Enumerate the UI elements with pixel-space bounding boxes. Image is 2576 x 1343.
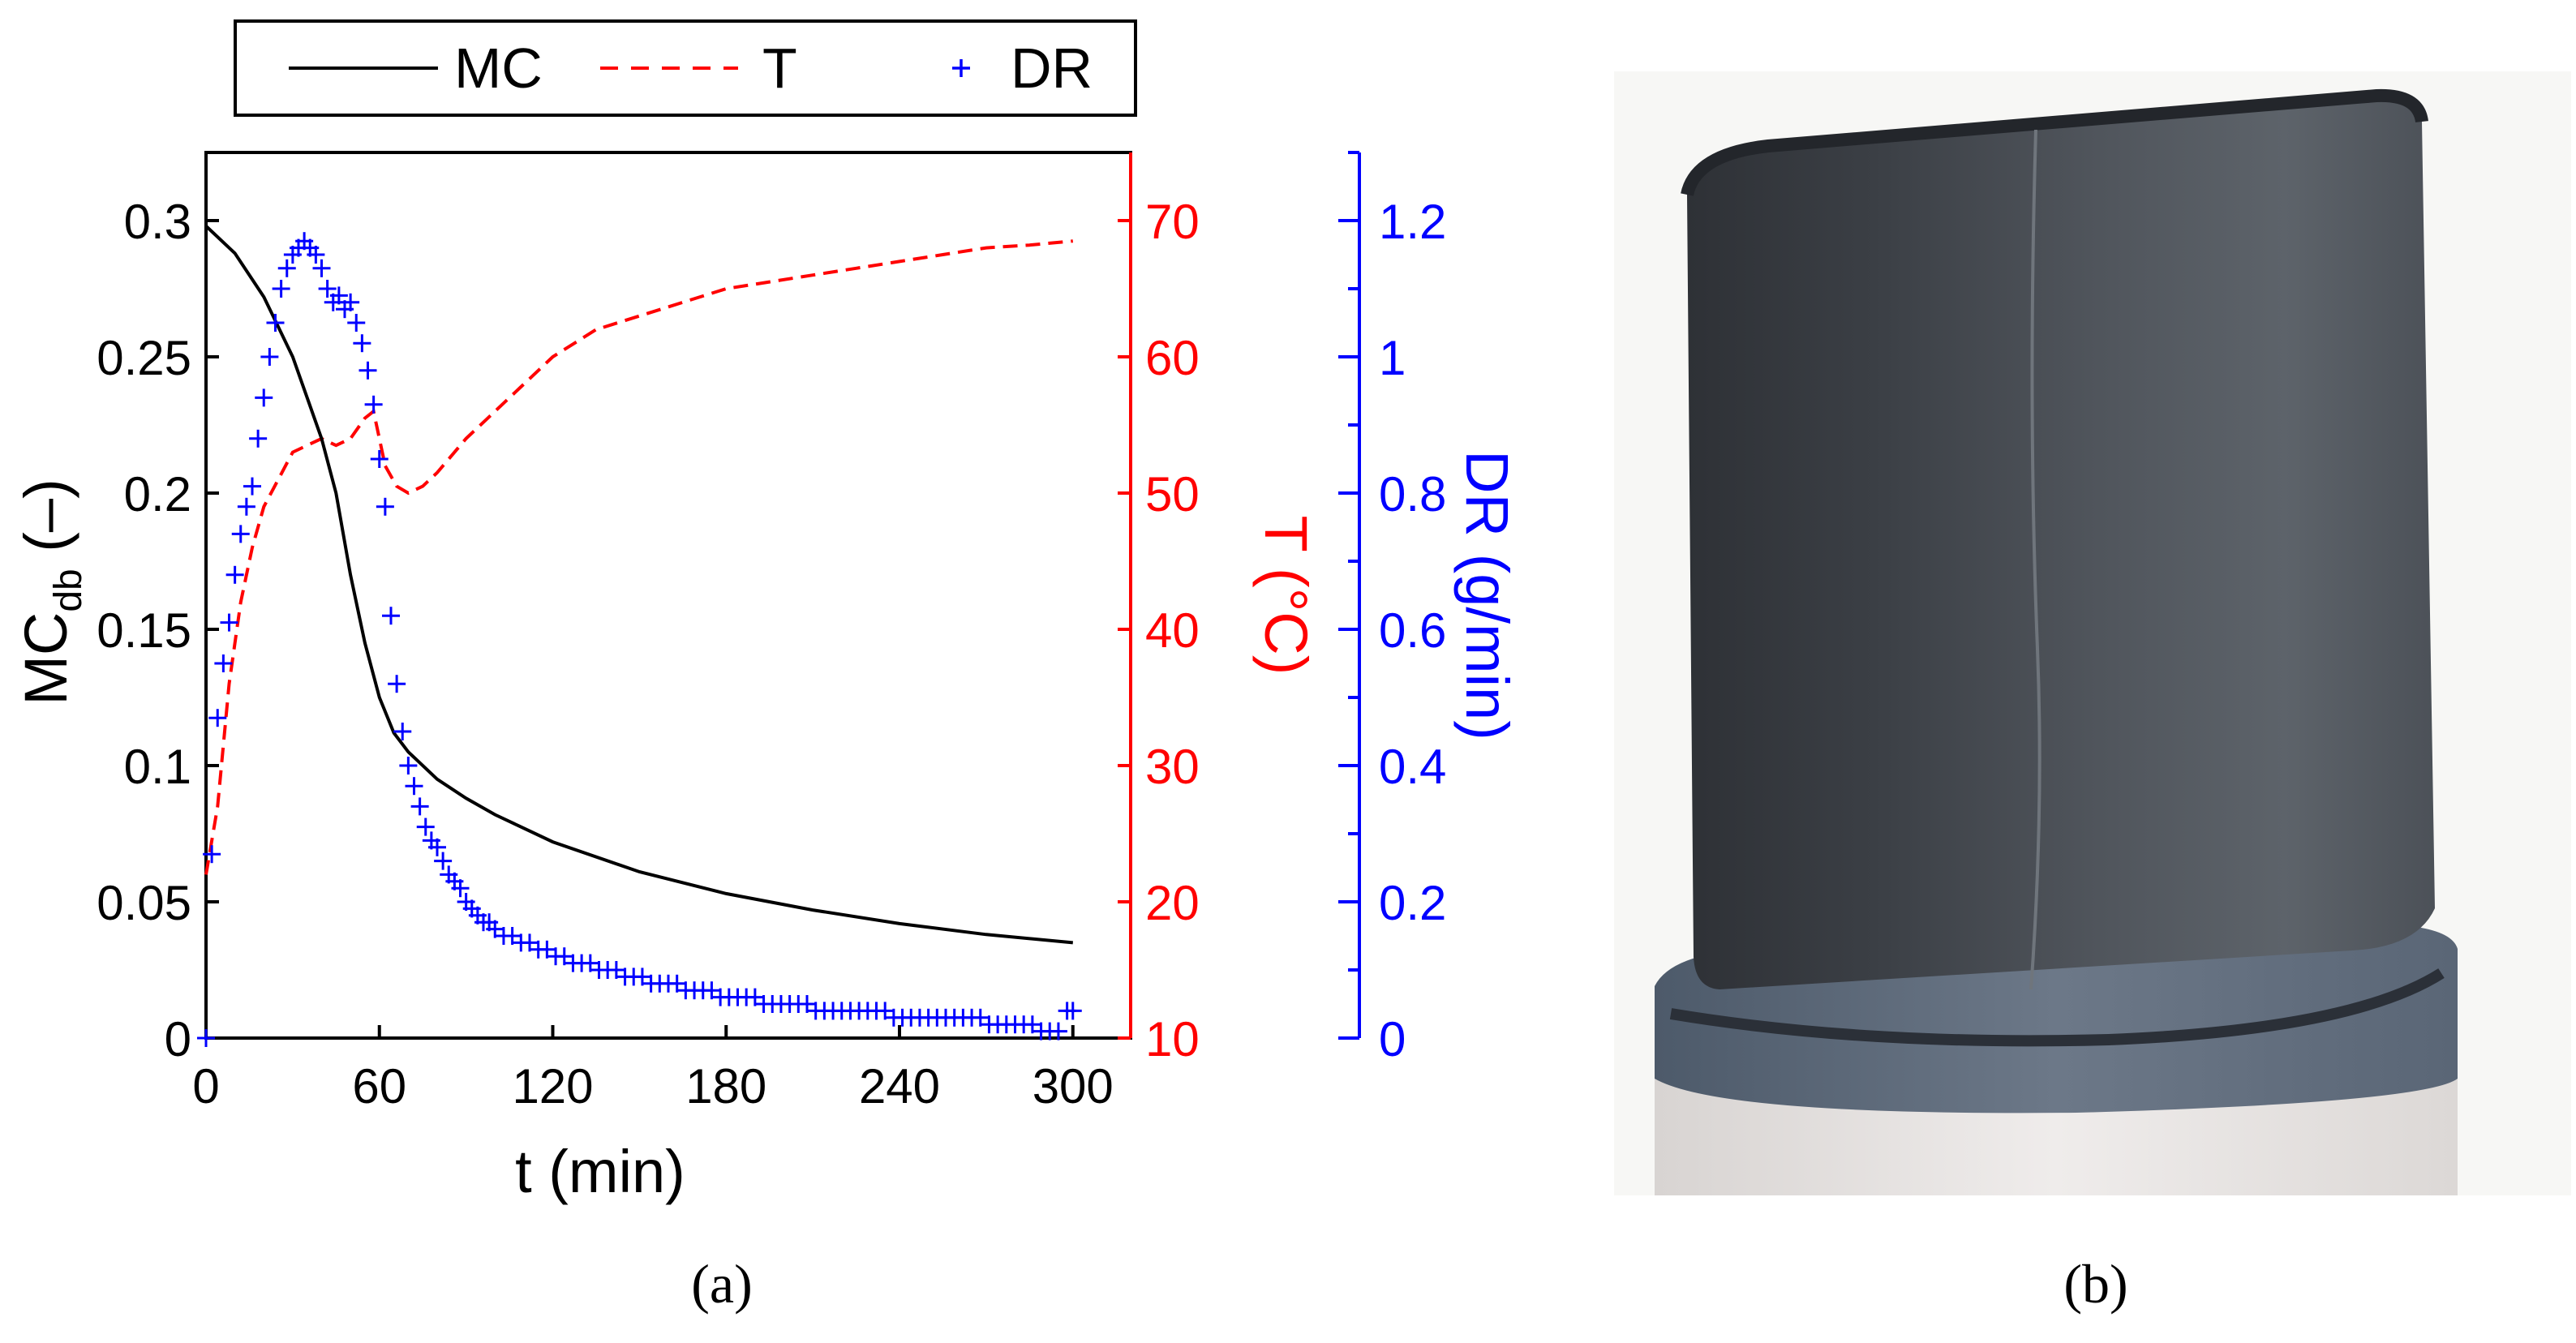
drying-rate-point <box>260 348 279 366</box>
sample-base-rim <box>1669 968 2445 1047</box>
sample-photo <box>1614 71 2571 1195</box>
temperature-tick-label: 40 <box>1145 603 1200 658</box>
mc-series <box>204 225 1073 945</box>
drying-rate-point <box>220 613 238 632</box>
drying-rate-point <box>1049 1022 1067 1041</box>
mc-tick-label: 0.1 <box>124 740 191 794</box>
sample-cylinder <box>1687 95 2435 989</box>
temperature-tick-label: 30 <box>1145 740 1200 794</box>
temperature-axis-label: T (°C) <box>1252 516 1320 676</box>
drying-rate-point <box>197 1029 215 1047</box>
drying-rate-axis-ticks: 0 0.2 0.4 0.6 0.8 1 1.2 <box>1338 151 1446 1066</box>
temperature-line <box>204 239 1073 875</box>
mc-tick-label: 0 <box>165 1012 191 1066</box>
mc-tick-label: 0.05 <box>97 876 191 930</box>
drying-rate-point <box>434 852 453 870</box>
mc-axis-label-suffix: (–) <box>12 478 79 569</box>
drying-rate-point <box>255 388 273 407</box>
mc-tick-label: 0.15 <box>97 603 191 658</box>
drying-rate-series <box>197 232 1082 1047</box>
drying-rate-point <box>451 879 470 898</box>
x-axis-ticks: 0 60 120 180 240 300 <box>192 1025 1114 1113</box>
x-tick-label: 0 <box>192 1059 219 1113</box>
drying-rate-point <box>266 314 285 332</box>
temperature-tick-label: 50 <box>1145 467 1200 521</box>
drying-rate-point <box>312 259 331 277</box>
drying-rate-point <box>318 280 337 298</box>
drying-rate-point <box>399 757 418 774</box>
drying-rate-point <box>388 675 406 693</box>
plot-frame <box>204 151 1132 1040</box>
drying-rate-tick-label: 0 <box>1379 1012 1406 1066</box>
temperature-tick-label: 70 <box>1145 195 1200 249</box>
caption-b: (b) <box>2063 1253 2127 1315</box>
drying-rate-point <box>277 259 296 277</box>
drying-rate-point <box>416 817 435 836</box>
drying-rate-point <box>1063 1002 1082 1020</box>
legend-dr-swatch <box>952 59 970 77</box>
temperature-tick-label: 10 <box>1145 1012 1200 1066</box>
temperature-axis-ticks: 10 20 30 40 50 60 70 <box>1118 195 1200 1066</box>
caption-a: (a) <box>691 1253 752 1315</box>
mc-axis-ticks: 0 0.05 0.1 0.15 0.2 0.25 0.3 <box>97 195 219 1066</box>
drying-rate-tick-label: 0.6 <box>1379 603 1446 658</box>
drying-rate-point <box>231 525 250 543</box>
mc-tick-label: 0.2 <box>124 467 191 521</box>
plot-area <box>204 151 1132 1040</box>
drying-rate-point <box>307 246 325 264</box>
x-tick-label: 300 <box>1033 1059 1114 1113</box>
drying-rate-point <box>208 709 227 727</box>
legend-dr-label: DR <box>1011 36 1093 100</box>
sample-crack <box>2029 129 2041 990</box>
drying-rate-point <box>393 723 412 740</box>
drying-rate-point <box>405 777 423 796</box>
drying-rate-point <box>329 286 348 305</box>
mc-axis-label-main: MC <box>12 612 79 706</box>
drying-rate-point <box>353 334 371 353</box>
temperature-tick-label: 20 <box>1145 876 1200 930</box>
temperature-tick-label: 60 <box>1145 331 1200 385</box>
temperature-series <box>204 239 1073 875</box>
drying-rate-point <box>376 497 394 516</box>
drying-rate-point <box>428 838 446 856</box>
drying-rate-point <box>225 565 244 584</box>
mc-axis-label: MCdb (–) <box>12 478 90 705</box>
drying-rate-point <box>410 797 429 816</box>
legend: MC T DR <box>234 19 1137 117</box>
x-tick-label: 240 <box>859 1059 940 1113</box>
drying-rate-tick-label: 0.2 <box>1379 876 1446 930</box>
drying-rate-point <box>237 497 255 516</box>
drying-rate-point <box>358 361 377 380</box>
mc-tick-label: 0.3 <box>124 195 191 249</box>
mc-tick-label: 0.25 <box>97 331 191 385</box>
legend-t-label: T <box>762 36 797 100</box>
x-tick-label: 60 <box>352 1059 406 1113</box>
drying-rate-point <box>347 314 366 332</box>
drying-rate-point <box>243 477 261 496</box>
drying-rate-tick-label: 1 <box>1379 331 1406 385</box>
drying-rate-point <box>272 280 290 298</box>
x-axis-label: t (min) <box>515 1138 685 1205</box>
mc-axis-label-sub: db <box>47 569 90 611</box>
drying-rate-point <box>370 450 389 468</box>
drying-rate-tick-label: 0.8 <box>1379 467 1446 521</box>
drying-rate-point <box>341 293 360 311</box>
x-tick-label: 180 <box>685 1059 766 1113</box>
drying-rate-point <box>203 845 221 864</box>
drying-rate-axis-label: DR (g/min) <box>1453 450 1521 740</box>
legend-mc-label: MC <box>454 36 543 100</box>
drying-rate-point <box>382 607 400 625</box>
x-tick-label: 120 <box>512 1059 593 1113</box>
sample-top-rim <box>1681 88 2428 197</box>
drying-rate-point <box>364 395 383 414</box>
drying-rate-tick-label: 1.2 <box>1379 195 1446 249</box>
drying-rate-tick-label: 0.4 <box>1379 740 1446 794</box>
mc-line <box>204 225 1073 945</box>
drying-rate-point <box>214 654 233 672</box>
drying-rate-point <box>249 429 268 448</box>
